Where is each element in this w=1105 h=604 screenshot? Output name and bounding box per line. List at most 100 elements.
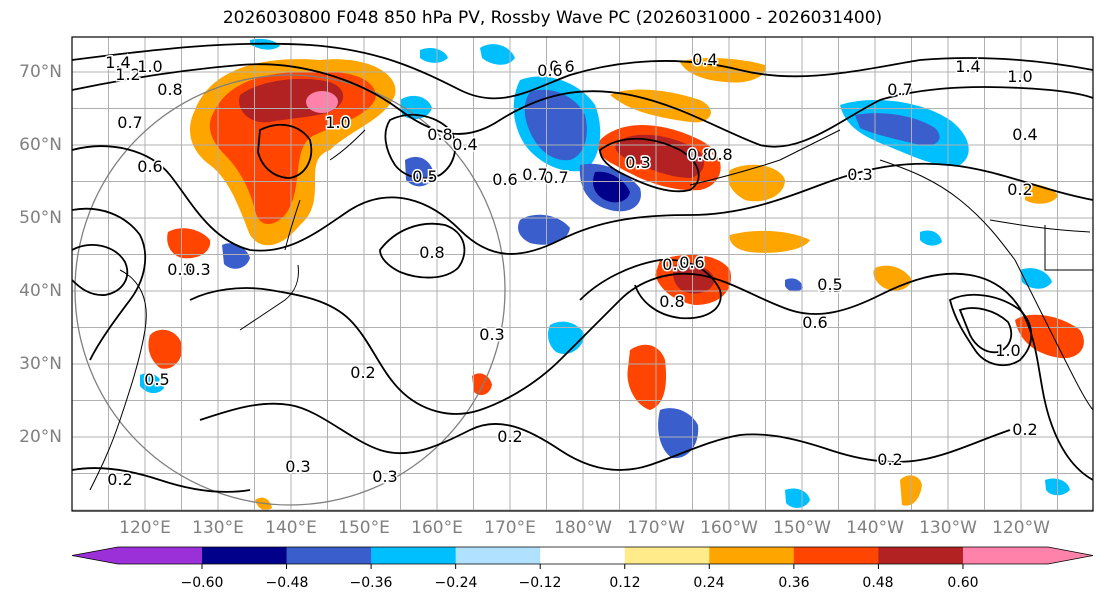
contour-label: 0.8 xyxy=(157,80,182,99)
contour-label: 0.6 xyxy=(662,255,687,274)
shade-negative xyxy=(518,214,570,245)
contour-label: 0.4 xyxy=(692,50,717,69)
shade-negative xyxy=(400,95,432,120)
contour-label: 0.2 xyxy=(1012,420,1037,439)
contour-label: 1.4 xyxy=(105,53,130,72)
lat-label-60n: 60°N xyxy=(19,135,62,155)
contour-label: 0.2 xyxy=(1007,180,1032,199)
colorbar-segment xyxy=(624,547,710,564)
shade-negative xyxy=(524,89,587,161)
contour-label: 0.5 xyxy=(817,275,842,294)
lon-label-140w: 140°W xyxy=(846,518,904,538)
shade-positive xyxy=(615,134,705,178)
contour-label: 0.3 xyxy=(185,260,210,279)
colorbar-segment xyxy=(878,547,964,564)
colorbar-segment xyxy=(371,547,457,564)
colorbar-tick-label: 0.36 xyxy=(778,575,810,591)
shade-negative xyxy=(480,44,515,65)
contour-label: 1.0 xyxy=(325,113,350,132)
contour-label: 0.6 xyxy=(679,253,704,272)
contour-label: 0.3 xyxy=(285,457,310,476)
lon-label-160w: 160°W xyxy=(700,518,758,538)
contour-label: 1.2 xyxy=(115,65,140,84)
colorbar-tick-label: −0.48 xyxy=(265,575,309,591)
pv-contours xyxy=(71,42,1094,493)
shade-positive xyxy=(472,373,492,396)
lon-label-170w: 170°W xyxy=(627,518,685,538)
radius-circle xyxy=(74,74,506,506)
colorbar-outline xyxy=(71,546,1094,565)
contour-label: 0.3 xyxy=(372,467,397,486)
colorbar-tick-label: 0.48 xyxy=(862,575,894,591)
shade-positive xyxy=(167,228,211,259)
shade-positive xyxy=(148,329,183,369)
contour-label: 0.6 xyxy=(802,313,827,332)
shade-negative xyxy=(548,321,585,355)
contour-label: 0.7 xyxy=(543,168,568,187)
colorbar-segment xyxy=(286,547,372,564)
shade-positive xyxy=(306,91,338,113)
shade-negative xyxy=(140,373,164,394)
contour-label: 0.8 xyxy=(659,292,684,311)
contour-label: 0.7 xyxy=(117,113,142,132)
shade-negative xyxy=(658,408,699,459)
shade-positive xyxy=(680,58,766,83)
colorbar-extend-max xyxy=(1048,547,1093,564)
lon-label-180w: 180°W xyxy=(554,518,612,538)
contour-label: 0.8 xyxy=(427,125,452,144)
shade-positive xyxy=(1015,314,1084,359)
contour-label: 1.0 xyxy=(1007,67,1032,86)
shade-negative xyxy=(920,230,942,246)
contour-label: 0.2 xyxy=(107,470,132,489)
colorbar-tick-label: 0.24 xyxy=(693,575,725,591)
contour-label: 0.3 xyxy=(167,260,192,279)
lon-label-150e: 150°E xyxy=(338,518,390,538)
contour-label: 0.8 xyxy=(419,243,444,262)
colorbar-tick-label: −0.60 xyxy=(180,575,224,591)
contour-label: 0.8 xyxy=(707,145,732,164)
lat-label-20n: 20°N xyxy=(19,427,62,447)
colorbar-segment xyxy=(118,547,202,564)
colorbar-tick-label: −0.12 xyxy=(518,575,562,591)
shade-positive xyxy=(729,230,810,253)
contour-label: 0.7 xyxy=(522,165,547,184)
contour-label: 0.5 xyxy=(412,167,437,186)
contour-label: 0.3 xyxy=(479,325,504,344)
contour-label: 0.2 xyxy=(350,363,375,382)
contour-label: 0.4 xyxy=(1012,125,1037,144)
colorbar-segment xyxy=(709,547,795,564)
lat-label-40n: 40°N xyxy=(19,281,62,301)
colorbar-segment xyxy=(540,547,626,564)
contour-label: 0.6 xyxy=(549,57,574,76)
contour-label: 1.4 xyxy=(955,57,980,76)
colorbar-tick-label: −0.24 xyxy=(434,575,478,591)
contour-label: 0.4 xyxy=(452,135,477,154)
colorbar-tick-label: −0.36 xyxy=(349,575,393,591)
colorbar-segment xyxy=(962,547,1048,564)
contour-label: 0.5 xyxy=(817,277,842,296)
contour-label: 1.0 xyxy=(995,341,1020,360)
colorbar-segment xyxy=(455,547,541,564)
lat-label-30n: 30°N xyxy=(19,354,62,374)
contour-label: 1.0 xyxy=(137,57,162,76)
shade-negative xyxy=(222,243,250,269)
contour-label: 0.2 xyxy=(497,427,522,446)
contour-label: 0.3 xyxy=(847,165,872,184)
lon-label-130e: 130°E xyxy=(192,518,244,538)
shade-negative xyxy=(785,488,810,508)
lat-label-50n: 50°N xyxy=(19,208,62,228)
contour-label: 0.5 xyxy=(144,370,169,389)
lon-label-150w: 150°W xyxy=(773,518,831,538)
contour-label: 0.6 xyxy=(492,170,517,189)
lat-label-70n: 70°N xyxy=(19,62,62,82)
lon-label-160e: 160°E xyxy=(411,518,463,538)
colorbar-segment xyxy=(202,547,288,564)
shade-positive xyxy=(728,164,785,202)
pv-shading xyxy=(140,38,1084,510)
contour-labels: 1.41.21.00.80.70.60.6 0.41.00.80.6 0.70.80… xyxy=(104,49,1039,491)
shade-negative xyxy=(593,171,630,203)
lon-label-120w: 120°W xyxy=(992,518,1050,538)
lon-label-120e: 120°E xyxy=(119,518,171,538)
lon-label-140e: 140°E xyxy=(265,518,317,538)
